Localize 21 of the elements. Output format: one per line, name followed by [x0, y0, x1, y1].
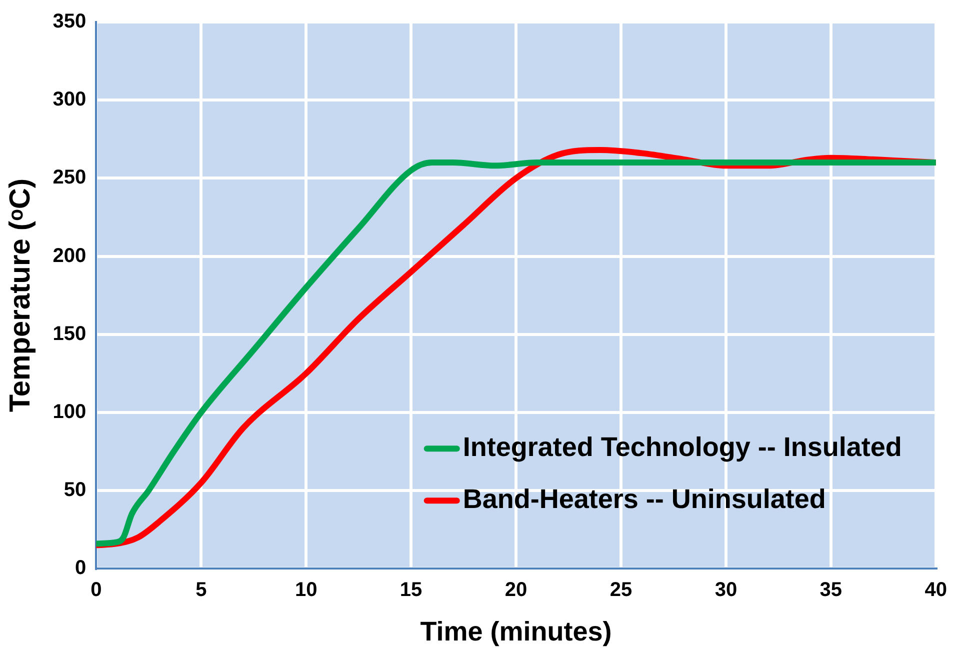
y-tick-label: 150	[52, 322, 86, 345]
y-axis-title: Temperature (ᵒC)	[4, 178, 36, 412]
x-tick-label: 25	[610, 579, 632, 602]
legend-label: Band-Heaters -- Uninsulated	[462, 484, 826, 514]
x-tick-label: 30	[714, 579, 738, 602]
x-tick-label: 15	[400, 579, 422, 602]
x-tick-label: 5	[196, 579, 207, 602]
y-tick-label: 200	[52, 244, 86, 267]
y-tick-label: 300	[52, 88, 86, 111]
x-axis-title: Time (minutes)	[420, 616, 612, 646]
y-tick-label: 50	[64, 479, 86, 502]
y-tick-label: 100	[52, 400, 86, 423]
legend-label: Integrated Technology -- Insulated	[462, 432, 902, 462]
x-tick-label: 35	[820, 579, 842, 602]
y-tick-label: 350	[52, 10, 86, 33]
x-tick-label: 10	[294, 579, 318, 602]
x-tick-label: 40	[924, 579, 947, 602]
x-tick-label: 0	[90, 579, 102, 602]
y-tick-label: 250	[52, 166, 86, 189]
y-tick-label: 0	[75, 557, 86, 580]
x-tick-label: 20	[504, 579, 528, 602]
